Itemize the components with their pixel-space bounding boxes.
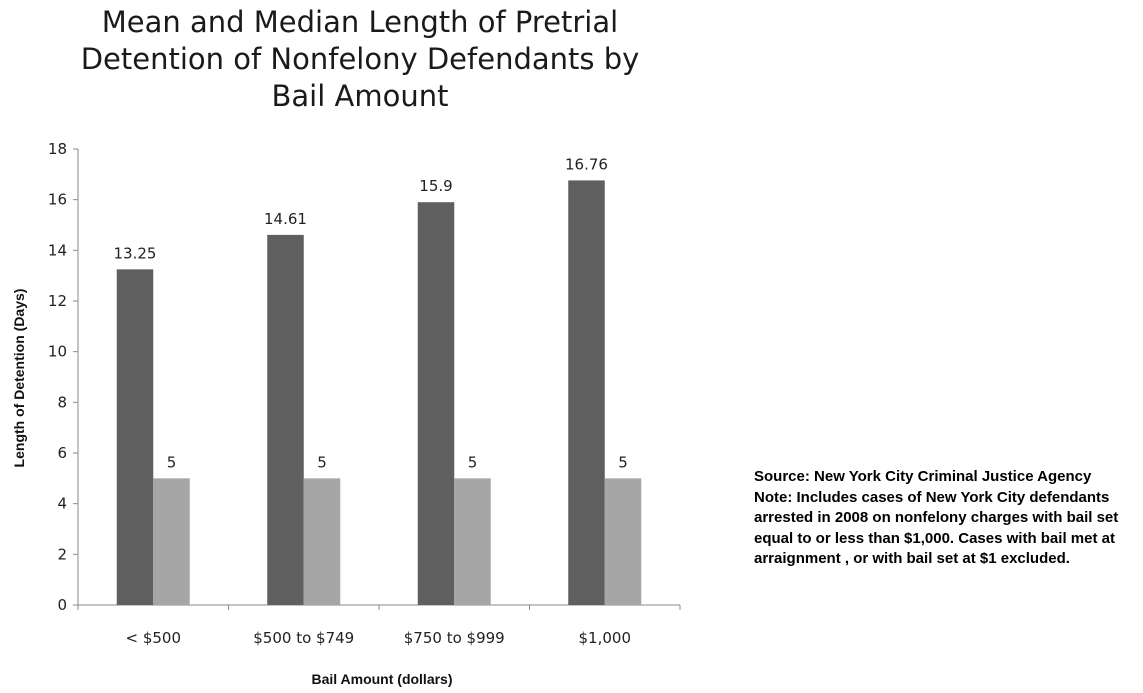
chart-title-line-1: Mean and Median Length of Pretrial: [101, 5, 619, 39]
data-label: 5: [167, 453, 177, 471]
x-axis: < $500 $500 to $749 $750 to $999 $1,000: [77, 604, 681, 647]
y-tick-label: 6: [57, 444, 67, 462]
y-tick-label: 10: [48, 343, 67, 361]
y-tick-label: 2: [57, 545, 67, 563]
x-axis-title: Bail Amount (dollars): [311, 671, 452, 687]
bar-series-1: [568, 180, 605, 605]
data-label: 5: [468, 453, 478, 471]
bar-series-2: [153, 478, 190, 605]
y-tick-label: 8: [57, 393, 67, 411]
note-text: Note: Includes cases of New York City de…: [754, 488, 1119, 568]
bar-series-1: [417, 202, 455, 605]
bar-series-2: [604, 478, 642, 605]
y-tick-label: 12: [48, 292, 67, 310]
data-label: 5: [618, 453, 628, 471]
source-text: Source: New York City Criminal Justice A…: [754, 468, 1092, 485]
y-tick-label: 4: [57, 495, 67, 513]
data-label: 14.61: [264, 210, 307, 228]
bar-series-1: [267, 234, 304, 605]
x-tick-label: $750 to $999: [404, 629, 505, 647]
bar-series-2: [303, 478, 341, 605]
bar-series-1: [116, 269, 154, 605]
chart-title: Mean and Median Length of Pretrial Deten…: [40, 4, 680, 115]
chart-title-line-3: Bail Amount: [271, 79, 449, 113]
y-axis: 0 2 4 6 8 10 12 14 16 18: [48, 140, 79, 614]
data-labels: 13.25 5 14.61 5 15.9 5 16.76 5: [114, 155, 628, 471]
y-tick-label: 0: [57, 596, 67, 614]
bar-series-2: [454, 478, 491, 605]
data-label: 13.25: [114, 244, 157, 262]
y-tick-label: 18: [48, 140, 67, 158]
y-tick-label: 16: [48, 191, 67, 209]
chart-title-line-2: Detention of Nonfelony Defendants by: [80, 42, 640, 76]
x-tick-label: < $500: [125, 629, 181, 647]
x-tick-label: $500 to $749: [253, 629, 354, 647]
bar-chart: 0 2 4 6 8 10 12 14 16 18 < $500 $500 to $749 $750 t…: [11, 140, 681, 687]
data-label: 5: [317, 453, 327, 471]
y-axis-title: Length of Detention (Days): [11, 289, 27, 468]
x-tick-label: $1,000: [579, 629, 632, 647]
data-label: 16.76: [565, 155, 608, 173]
bars: [116, 180, 642, 605]
source-note: Source: New York City Criminal Justice A…: [754, 467, 1140, 570]
y-tick-label: 14: [48, 241, 67, 259]
data-label: 15.9: [419, 177, 452, 195]
